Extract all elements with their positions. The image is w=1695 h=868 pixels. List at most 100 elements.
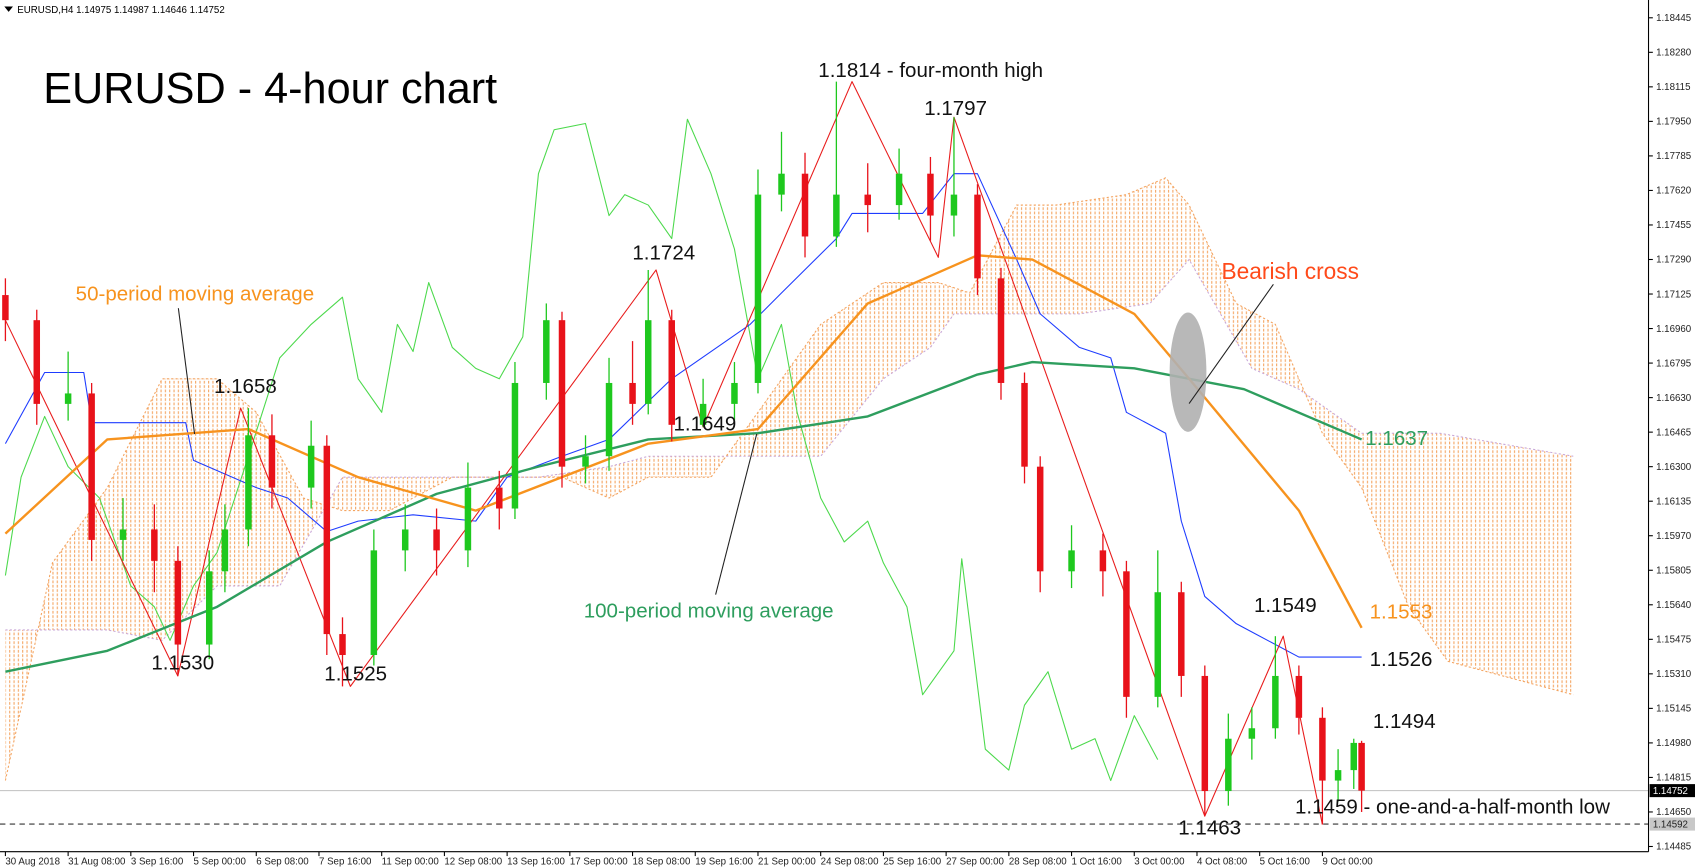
x-tick-label: 25 Sep 16:00 (883, 857, 941, 868)
candle-body (339, 634, 346, 656)
bid-label: 1.14752 (1653, 786, 1688, 797)
x-tick-label: 3 Oct 00:00 (1134, 857, 1185, 868)
x-tick-label: 31 Aug 08:00 (68, 857, 126, 868)
candle-body (205, 571, 213, 645)
candle-body (151, 529, 158, 561)
y-tick-label: 1.16135 (1656, 496, 1691, 507)
candle-body (64, 393, 72, 404)
candle-body (496, 487, 503, 509)
header: EURUSD,H4 1.14975 1.14987 1.14646 1.1475… (17, 5, 224, 16)
pointer (715, 433, 758, 595)
annotation: 1.1814 - four-month high (818, 59, 1043, 82)
candle-body (1248, 728, 1256, 739)
candle-body (221, 529, 229, 572)
low-box (1649, 817, 1695, 831)
y-tick-label: 1.16960 (1656, 324, 1692, 335)
candle-body (801, 173, 809, 237)
candle-body (950, 194, 958, 216)
candle-body (1319, 717, 1326, 781)
y-tick-label: 1.18445 (1656, 13, 1691, 24)
annotation: 1.1649 (673, 413, 736, 436)
y-tick-label: 1.15640 (1656, 600, 1692, 611)
bid-box (1649, 784, 1695, 798)
y-tick-label: 1.15310 (1656, 669, 1692, 680)
annotation: 1.1463 (1178, 816, 1241, 839)
x-tick-label: 11 Sep 00:00 (382, 857, 440, 868)
candle-body (974, 194, 981, 279)
candle-body (1225, 738, 1232, 792)
candle-body (1123, 571, 1130, 697)
x-tick-label: 27 Sep 00:00 (946, 857, 1004, 868)
candle-body (558, 320, 566, 467)
annotation: 1.1797 (924, 97, 987, 120)
x-tick-label: 21 Sep 00:00 (758, 857, 816, 868)
y-tick-label: 1.16465 (1656, 427, 1691, 438)
annotation: 1.1526 (1370, 648, 1433, 671)
candle-body (464, 487, 472, 551)
candle-body (1036, 466, 1044, 572)
y-tick-label: 1.14980 (1656, 738, 1692, 749)
x-tick-label: 18 Sep 08:00 (633, 857, 691, 868)
y-tick-label: 1.18115 (1656, 82, 1690, 93)
annotation: 50-period moving average (76, 283, 314, 306)
candle-body (927, 173, 934, 216)
candle-body (1021, 382, 1028, 467)
cross-highlight (1169, 312, 1207, 432)
candle-body (895, 173, 903, 206)
y-tick-label: 1.16630 (1656, 393, 1692, 404)
x-tick-label: 5 Oct 16:00 (1260, 857, 1311, 868)
candle-body (629, 382, 636, 404)
y-tick-label: 1.15970 (1656, 531, 1692, 542)
header-icon (4, 6, 13, 12)
candle-body (1295, 675, 1303, 718)
y-tick-label: 1.17290 (1656, 255, 1692, 266)
candle-body (323, 445, 331, 635)
candle-body (1334, 770, 1342, 781)
annotation: 1.1724 (632, 241, 695, 264)
candle-body (174, 560, 182, 645)
candle-body (668, 320, 675, 425)
y-tick-label: 1.16300 (1656, 462, 1692, 473)
x-tick-label: 4 Oct 08:00 (1197, 857, 1248, 868)
y-tick-label: 1.17125 (1656, 289, 1691, 300)
indicator-line (4, 81, 1323, 825)
candle-body (605, 382, 613, 457)
candle-body (543, 320, 550, 383)
candle-body (644, 320, 652, 404)
annotation: 1.1549 (1254, 594, 1317, 617)
low-label: 1.14592 (1653, 819, 1688, 830)
y-tick-label: 1.15475 (1656, 635, 1691, 646)
x-tick-label: 7 Sep 16:00 (319, 857, 372, 868)
y-tick-label: 1.14485 (1656, 842, 1691, 853)
candle-body (582, 456, 589, 467)
annotation: Bearish cross (1222, 258, 1359, 284)
y-tick-label: 1.17620 (1656, 186, 1692, 197)
x-tick-label: 6 Sep 08:00 (256, 857, 309, 868)
x-tick-label: 3 Sep 16:00 (131, 857, 184, 868)
annotation: 1.1658 (214, 375, 277, 398)
x-tick-label: 28 Sep 08:00 (1009, 857, 1067, 868)
candle-body (511, 382, 519, 509)
candle-body (433, 529, 440, 551)
pointer (1188, 283, 1274, 404)
candle-body (245, 435, 252, 530)
candle-body (731, 382, 738, 404)
candle-body (33, 320, 41, 404)
candle-body (1358, 742, 1365, 791)
candle-body (833, 194, 840, 237)
pointer (177, 308, 196, 435)
candle-body (1099, 550, 1107, 572)
annotation: 1.1525 (324, 662, 387, 685)
candle-body (119, 529, 127, 540)
y-tick-label: 1.15805 (1656, 565, 1691, 576)
y-tick-label: 1.17950 (1656, 117, 1692, 128)
candle-body (1201, 675, 1209, 792)
candle-body (1350, 742, 1358, 771)
candle-body (997, 278, 1005, 383)
candle-body (370, 550, 378, 656)
x-tick-label: 5 Sep 00:00 (194, 857, 247, 868)
candle-body (401, 529, 409, 551)
y-tick-label: 1.14650 (1656, 807, 1692, 818)
